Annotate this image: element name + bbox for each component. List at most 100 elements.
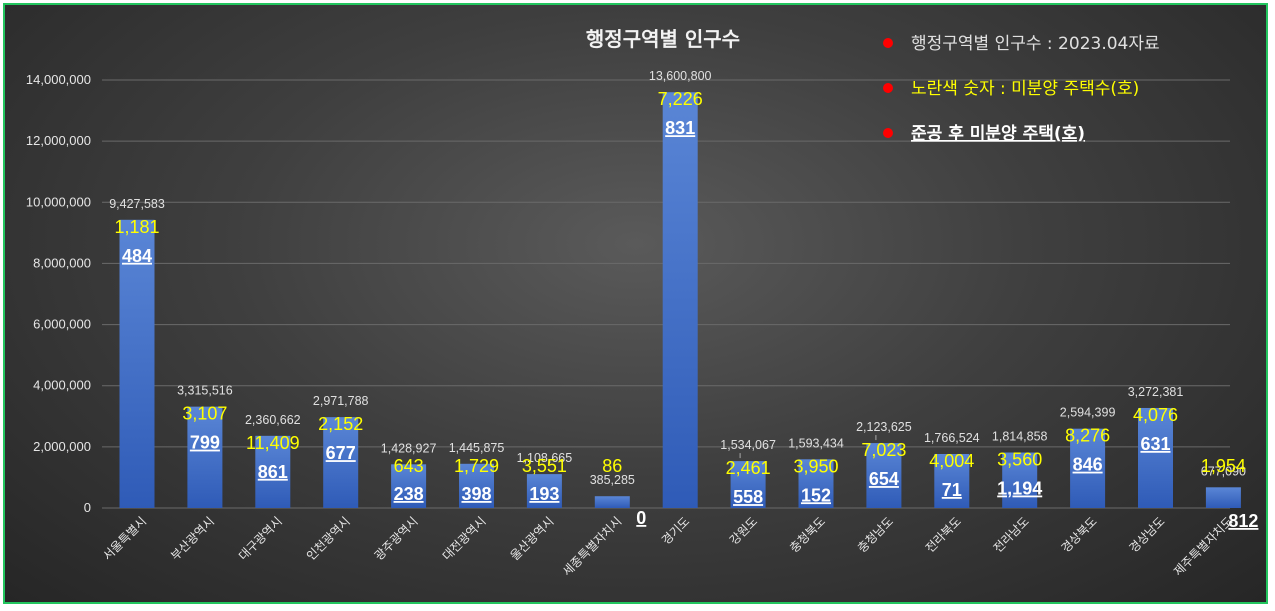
bar bbox=[459, 463, 494, 508]
data-label-unsold: 8,276 bbox=[1065, 426, 1110, 446]
data-label-population: 9,427,583 bbox=[109, 197, 165, 211]
data-label-after-completion: 861 bbox=[258, 462, 288, 482]
y-axis-ticks: 0 2,000,000 4,000,000 6,000,000 8,000,000 10,… bbox=[26, 72, 91, 515]
x-tick-label: 경상남도 bbox=[1126, 514, 1167, 555]
data-label-unsold: 86 bbox=[602, 456, 622, 476]
data-label-after-completion: 631 bbox=[1140, 434, 1170, 454]
data-label-unsold: 4,004 bbox=[929, 451, 974, 471]
y-tick-label: 12,000,000 bbox=[26, 133, 91, 148]
bar bbox=[1070, 428, 1106, 508]
data-label-population: 1,534,067 bbox=[720, 438, 776, 452]
data-label-population: 1,428,927 bbox=[381, 441, 437, 455]
data-label-unsold: 1,954 bbox=[1201, 456, 1246, 476]
data-label-after-completion: 238 bbox=[394, 484, 424, 504]
data-label-unsold: 1,729 bbox=[454, 456, 499, 476]
data-label-population: 1,445,875 bbox=[449, 441, 505, 455]
x-tick-label: 경기도 bbox=[659, 514, 692, 547]
x-tick-label: 서울특별시 bbox=[100, 514, 149, 563]
legend-bullet bbox=[883, 83, 893, 93]
data-label-after-completion: 677 bbox=[326, 443, 356, 463]
bar bbox=[730, 461, 766, 508]
data-label-after-completion: 799 bbox=[190, 433, 220, 453]
data-label-after-completion: 484 bbox=[122, 246, 152, 266]
bar bbox=[866, 443, 902, 508]
data-label-unsold: 7,226 bbox=[658, 89, 703, 109]
data-label-population: 2,594,399 bbox=[1060, 406, 1116, 420]
y-tick-label: 14,000,000 bbox=[26, 72, 91, 87]
y-tick-label: 8,000,000 bbox=[33, 255, 91, 270]
legend-bullet bbox=[883, 38, 893, 48]
bar-layer bbox=[119, 92, 1241, 509]
data-label-unsold: 7,023 bbox=[861, 440, 906, 460]
x-tick-label: 울산광역시 bbox=[508, 514, 557, 563]
bar bbox=[526, 474, 562, 508]
data-label-unsold: 11,409 bbox=[246, 433, 300, 453]
data-label-population: 1,814,858 bbox=[992, 430, 1048, 444]
bar bbox=[1138, 407, 1173, 508]
chart-svg: 행정구역별 인구수 0 2,000,000 4,000,000 6,000,000 8,… bbox=[26, 27, 1259, 579]
data-label-population: 2,360,662 bbox=[245, 413, 301, 427]
bar bbox=[798, 459, 834, 508]
data-label-unsold: 1,181 bbox=[114, 217, 159, 237]
bar bbox=[187, 406, 223, 508]
data-label-after-completion: 558 bbox=[733, 487, 763, 507]
data-label-unsold: 3,560 bbox=[997, 450, 1042, 470]
bar bbox=[391, 464, 427, 508]
x-tick-label: 전라북도 bbox=[923, 514, 964, 555]
data-label-population: 13,600,800 bbox=[649, 69, 712, 83]
legend-item-label: 준공 후 미분양 주택(호) bbox=[911, 123, 1085, 144]
data-label-population: 677,090 bbox=[1201, 464, 1246, 478]
data-label-population: 1,593,434 bbox=[788, 436, 844, 450]
data-label-unsold: 4,076 bbox=[1133, 405, 1178, 425]
data-label-population: 1,766,524 bbox=[924, 431, 980, 445]
data-labels: 9,427,583 1,181 484 3,315,516 3,107 799 2,360,… bbox=[109, 69, 1258, 531]
data-label-after-completion: 654 bbox=[869, 469, 899, 489]
data-label-population: 385,285 bbox=[590, 473, 635, 487]
x-tick-label: 대구광역시 bbox=[236, 514, 285, 563]
x-tick-label: 부산광역시 bbox=[168, 514, 217, 563]
chart-title: 행정구역별 인구수 bbox=[586, 27, 740, 51]
y-tick-label: 0 bbox=[84, 500, 91, 515]
data-label-unsold: 3,107 bbox=[182, 404, 227, 424]
y-tick-label: 4,000,000 bbox=[33, 378, 91, 393]
bar bbox=[323, 417, 359, 508]
bar bbox=[1002, 452, 1038, 508]
data-label-after-completion: 71 bbox=[942, 480, 962, 500]
x-tick-label: 인천광역시 bbox=[303, 514, 353, 564]
x-tick-label: 광주광역시 bbox=[372, 514, 421, 563]
legend-bullet bbox=[883, 128, 893, 138]
data-label-after-completion: 846 bbox=[1073, 455, 1103, 475]
y-tick-label: 6,000,000 bbox=[33, 317, 91, 332]
data-label-unsold: 3,950 bbox=[793, 456, 838, 476]
legend-item-label: 행정구역별 인구수 : 2023.04자료 bbox=[911, 34, 1160, 54]
chart-frame: 행정구역별 인구수 0 2,000,000 4,000,000 6,000,000 8,… bbox=[3, 3, 1268, 604]
bar bbox=[934, 453, 970, 508]
data-label-after-completion: 152 bbox=[801, 485, 831, 505]
bar bbox=[119, 219, 155, 508]
bar bbox=[1205, 487, 1241, 508]
y-tick-label: 2,000,000 bbox=[33, 439, 91, 454]
x-tick-label: 대전광역시 bbox=[440, 514, 489, 563]
x-tick-label: 경상북도 bbox=[1059, 514, 1100, 555]
data-label-after-completion: 812 bbox=[1228, 511, 1258, 531]
x-tick-label: 제주특별자치도 bbox=[1171, 514, 1236, 579]
x-tick-label: 충청남도 bbox=[855, 514, 896, 555]
bar bbox=[255, 435, 291, 508]
x-tick-label: 세종특별자치시 bbox=[560, 514, 625, 579]
data-label-population: 3,272,381 bbox=[1128, 385, 1184, 399]
x-axis-ticks: 서울특별시 부산광역시 대구광역시 인천광역시 광주광역시 대전광역시 울산광역시 세종특별자… bbox=[100, 514, 1235, 579]
data-label-unsold: 643 bbox=[394, 456, 424, 476]
data-label-population: 1,108,665 bbox=[517, 451, 573, 465]
data-label-after-completion: 193 bbox=[529, 484, 559, 504]
x-tick-label: 전라남도 bbox=[991, 514, 1032, 555]
data-label-after-completion: 1,194 bbox=[997, 479, 1042, 499]
data-label-after-completion: 0 bbox=[636, 508, 646, 528]
legend-item-label: 노란색 숫자 : 미분양 주택수(호) bbox=[911, 79, 1139, 99]
data-label-population: 2,971,788 bbox=[313, 394, 369, 408]
data-label-after-completion: 831 bbox=[665, 118, 695, 138]
x-tick-label: 강원도 bbox=[727, 514, 760, 547]
bar bbox=[662, 92, 698, 509]
bar bbox=[594, 496, 630, 508]
data-label-population: 2,123,625 bbox=[856, 420, 912, 434]
